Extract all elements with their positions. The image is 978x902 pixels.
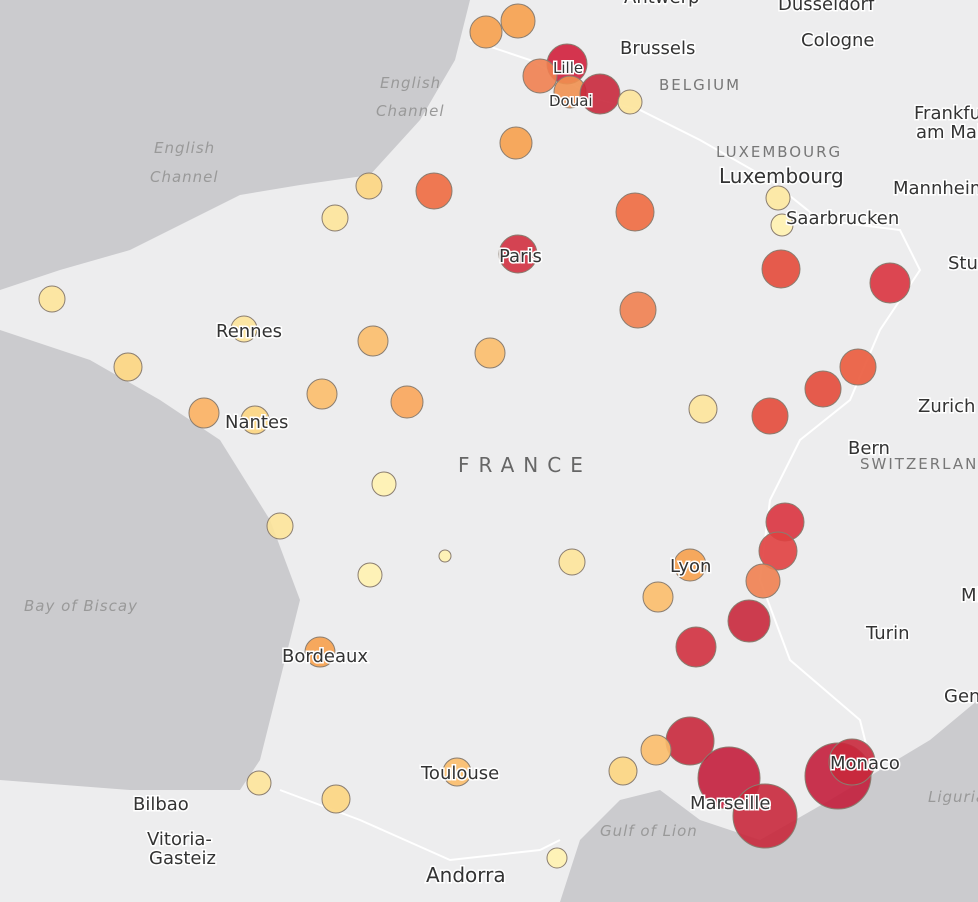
place-label: Saarbrucken xyxy=(786,208,899,229)
marker xyxy=(499,126,533,160)
place-label: Cologne xyxy=(801,30,875,51)
marker xyxy=(688,394,718,424)
place-label: Dusseldorf xyxy=(778,0,875,15)
water-label: Channel xyxy=(150,168,219,186)
place-label: Bern xyxy=(848,438,890,459)
place-label: Lille xyxy=(553,59,583,77)
marker xyxy=(371,471,397,497)
place-label: Genoa xyxy=(944,686,978,707)
marker xyxy=(727,599,771,643)
marker xyxy=(442,757,472,787)
marker xyxy=(230,315,258,343)
marker xyxy=(673,548,707,582)
marker xyxy=(304,636,336,668)
place-label: Vitoria- xyxy=(147,829,212,850)
water-label: Gulf of Lion xyxy=(600,822,698,840)
marker xyxy=(579,73,621,115)
place-label: Turin xyxy=(865,623,909,644)
marker xyxy=(498,234,538,274)
place-label: Andorra xyxy=(426,863,506,887)
place-label: Milan xyxy=(961,585,978,606)
place-label: Nantes xyxy=(225,412,288,433)
marker xyxy=(357,562,383,588)
place-label: Brussels xyxy=(620,38,695,59)
marker xyxy=(761,249,801,289)
place-label: Toulouse xyxy=(420,763,499,784)
marker xyxy=(675,626,717,668)
marker xyxy=(640,734,672,766)
marker xyxy=(474,337,506,369)
place-label: Stuttgart xyxy=(948,253,978,274)
country-label: FRANCE xyxy=(458,453,592,477)
marker xyxy=(608,756,638,786)
place-label: Lyon xyxy=(670,556,711,577)
place-label: Antwerp xyxy=(624,0,699,8)
water-label: Channel xyxy=(376,102,445,120)
place-label: Gasteiz xyxy=(149,848,216,869)
marker xyxy=(732,783,798,849)
place-label: Rennes xyxy=(216,321,282,342)
marker xyxy=(240,405,270,435)
marker xyxy=(758,531,798,571)
marker xyxy=(615,192,655,232)
marker xyxy=(357,325,389,357)
place-label: am Main xyxy=(916,122,978,143)
marker xyxy=(828,738,876,786)
water-label: Ligurian xyxy=(928,788,978,806)
marker xyxy=(770,213,794,237)
place-label: Monaco xyxy=(830,753,900,774)
place-label: Frankfurt xyxy=(914,103,978,124)
place-label: Zurich xyxy=(918,396,975,417)
marker xyxy=(751,397,789,435)
place-label: Douai xyxy=(549,92,593,110)
country-label: LUXEMBOURG xyxy=(716,143,842,161)
water-label: English xyxy=(380,74,441,92)
marker xyxy=(266,512,294,540)
marker xyxy=(745,563,781,599)
marker xyxy=(546,847,568,869)
labels: English Channel English Channel Bay of B… xyxy=(24,0,978,889)
marker xyxy=(390,385,424,419)
marker xyxy=(321,204,349,232)
marker xyxy=(38,285,66,313)
water-label: English xyxy=(154,139,215,157)
water-label: Bay of Biscay xyxy=(24,597,138,615)
place-label: Marseille xyxy=(690,793,771,814)
marker xyxy=(321,784,351,814)
marker xyxy=(804,370,842,408)
marker xyxy=(765,185,791,211)
marker xyxy=(188,397,220,429)
marker xyxy=(415,172,453,210)
marker xyxy=(469,15,503,49)
place-label: Luxembourg xyxy=(719,164,844,188)
marker xyxy=(558,548,586,576)
marker xyxy=(355,172,383,200)
marker xyxy=(246,770,272,796)
marker xyxy=(869,262,911,304)
marker xyxy=(619,291,657,329)
place-label: Mannheim xyxy=(893,178,978,199)
place-label: Bilbao xyxy=(133,794,189,815)
marker xyxy=(500,3,536,39)
country-label: BELGIUM xyxy=(659,76,741,94)
marker xyxy=(839,348,877,386)
marker xyxy=(522,58,558,94)
place-label: Bordeaux xyxy=(282,646,368,667)
marker xyxy=(617,89,643,115)
marker xyxy=(642,581,674,613)
marker xyxy=(113,352,143,382)
markers xyxy=(38,3,911,869)
marker xyxy=(306,378,338,410)
marker xyxy=(438,549,452,563)
place-label: Paris xyxy=(499,246,542,267)
